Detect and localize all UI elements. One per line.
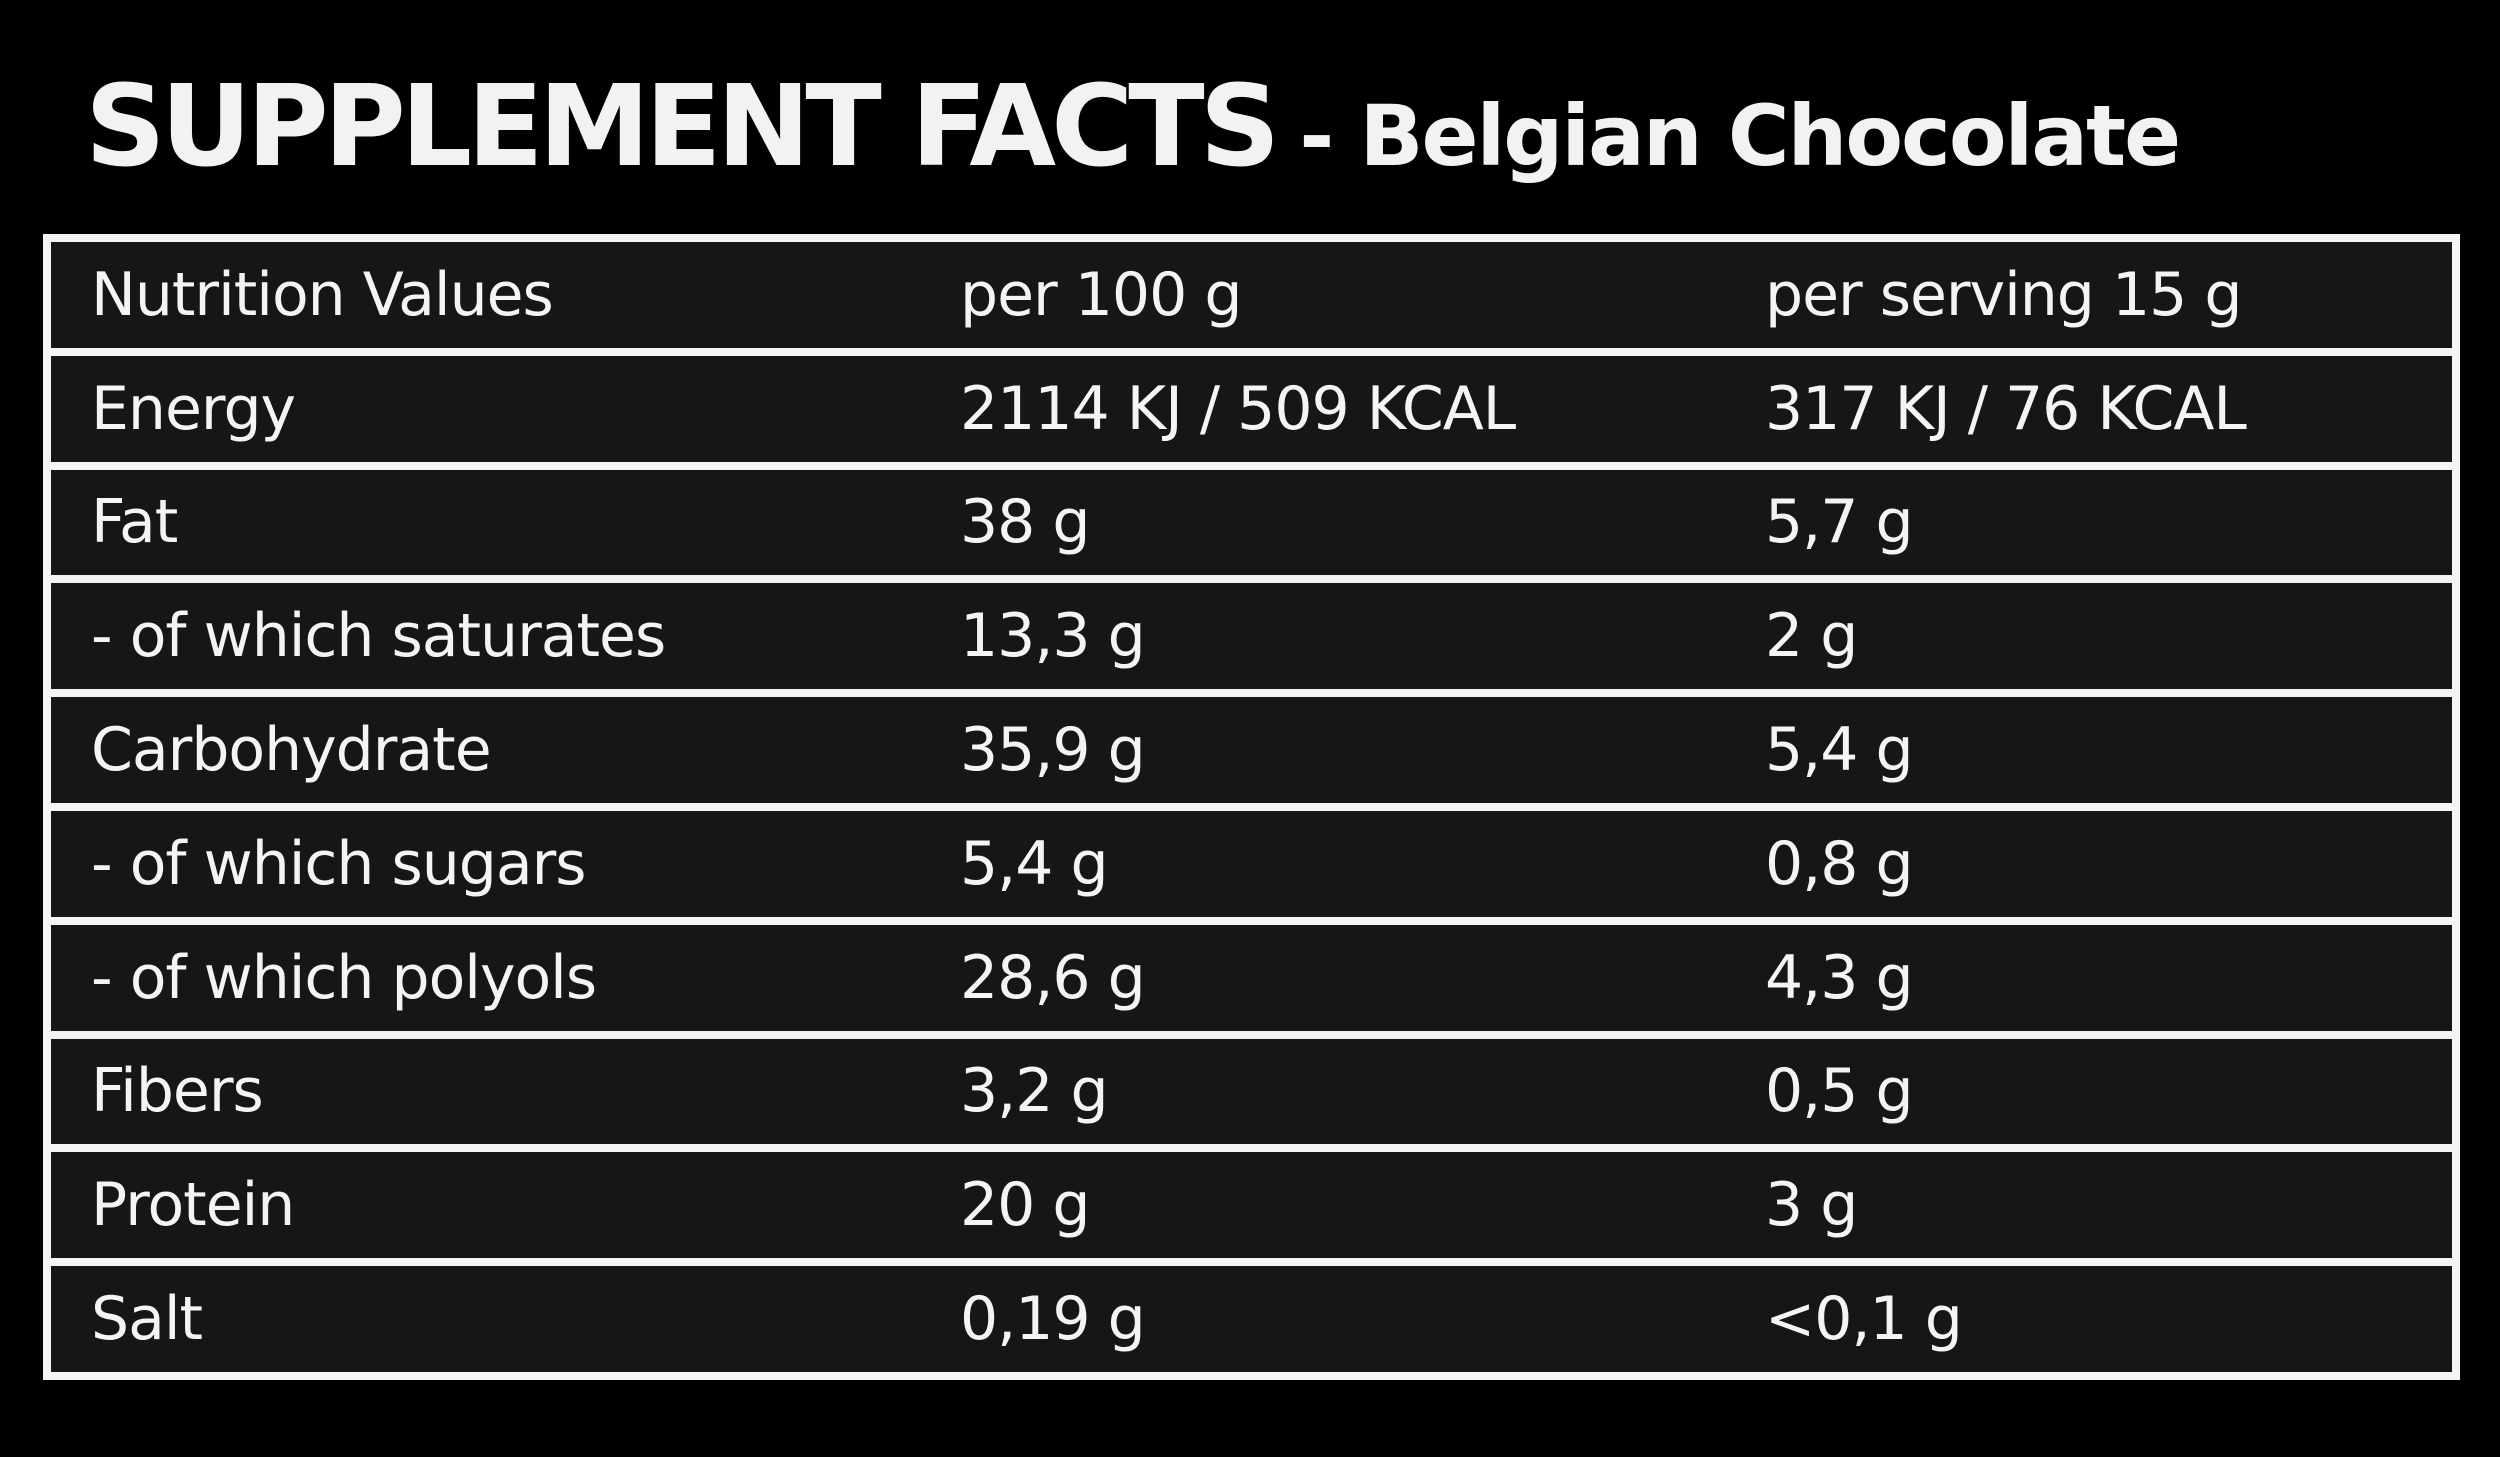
table-cell: - of which polyols xyxy=(91,942,597,1013)
table-row: Fat 38 g 5,7 g xyxy=(51,469,2452,576)
table-cell: Carbohydrate xyxy=(91,715,492,786)
table-cell: Fibers xyxy=(91,1056,264,1127)
table-row: Salt 0,19 g <0,1 g xyxy=(51,1266,2452,1372)
table-cell: 5,7 g xyxy=(1765,487,1914,558)
table-cell: 38 g xyxy=(960,487,1091,558)
table-cell: Salt xyxy=(91,1284,203,1355)
table-cell: 3 g xyxy=(1765,1170,1858,1241)
table-cell: 317 KJ / 76 KCAL xyxy=(1765,373,2247,444)
table-cell: 3,2 g xyxy=(960,1056,1109,1127)
table-cell: 2 g xyxy=(1765,601,1858,672)
table-cell: 0,19 g xyxy=(960,1284,1146,1355)
table-cell: 4,3 g xyxy=(1765,942,1914,1013)
table-cell: 5,4 g xyxy=(960,828,1109,899)
table-cell: - of which sugars xyxy=(91,828,587,899)
header-cell: per serving 15 g xyxy=(1765,259,2242,330)
table-row: - of which sugars 5,4 g 0,8 g xyxy=(51,810,2452,917)
table-cell: 20 g xyxy=(960,1170,1091,1241)
nutrition-table: Nutrition Values per 100 g per serving 15 … xyxy=(43,234,2460,1380)
table-cell: 5,4 g xyxy=(1765,715,1914,786)
table-row: - of which polyols 28,6 g 4,3 g xyxy=(51,924,2452,1031)
table-cell: 35,9 g xyxy=(960,715,1146,786)
table-cell: 28,6 g xyxy=(960,942,1146,1013)
title: SUPPLEMENT FACTS - Belgian Chocolate xyxy=(85,62,2181,192)
header-row: Nutrition Values per 100 g per serving 15 … xyxy=(51,242,2452,348)
header-cell: per 100 g xyxy=(960,259,1242,330)
table-cell: 2114 KJ / 509 KCAL xyxy=(960,373,1516,444)
table-row: Protein 20 g 3 g xyxy=(51,1152,2452,1259)
table-cell: Protein xyxy=(91,1170,295,1241)
table-row: Fibers 3,2 g 0,5 g xyxy=(51,1038,2452,1145)
table-row: Carbohydrate 35,9 g 5,4 g xyxy=(51,697,2452,803)
table-row: - of which saturates 13,3 g 2 g xyxy=(51,583,2452,690)
table-cell: 0,8 g xyxy=(1765,828,1914,899)
table-cell: 0,5 g xyxy=(1765,1056,1914,1127)
subtitle: - Belgian Chocolate xyxy=(1299,87,2181,185)
table-cell: Energy xyxy=(91,373,296,444)
table-row: Energy 2114 KJ / 509 KCAL 317 KJ / 76 KCAL xyxy=(51,355,2452,462)
table-cell: Fat xyxy=(91,487,178,558)
title-main: SUPPLEMENT FACTS xyxy=(85,62,1280,192)
table-cell: - of which saturates xyxy=(91,601,666,672)
table-cell: <0,1 g xyxy=(1765,1284,1963,1355)
header-cell: Nutrition Values xyxy=(91,259,554,330)
table-cell: 13,3 g xyxy=(960,601,1146,672)
